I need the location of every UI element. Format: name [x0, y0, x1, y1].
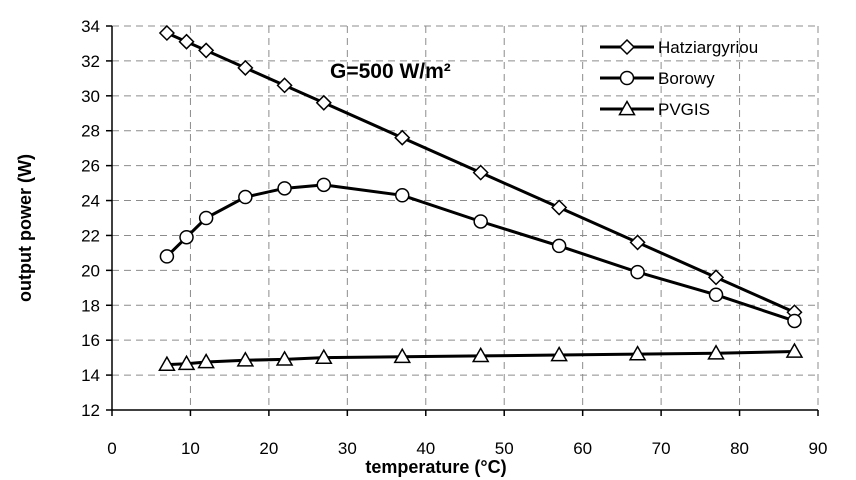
- data-point-pvgis: [550, 346, 568, 362]
- x-tick-labels: 0 10 20 30 40 50 60 70 80 90: [107, 439, 827, 458]
- data-point-pvgis: [785, 342, 804, 358]
- data-point-borowy: [179, 229, 194, 245]
- data-point-pvgis: [197, 352, 215, 369]
- legend-label: Borowy: [658, 69, 715, 88]
- data-point-pvgis: [707, 344, 725, 360]
- data-point-borowy: [394, 188, 410, 203]
- series-borowy: [159, 177, 802, 329]
- series-hatziargyriou: [158, 24, 803, 321]
- axes: [106, 25, 819, 416]
- legend: Hatziargyriou Borowy PVGIS: [600, 38, 758, 119]
- y-axis-title: output power (W): [15, 154, 35, 302]
- legend-marker: [618, 38, 636, 56]
- y-tick-label: 24: [81, 192, 100, 211]
- y-tick-labels: 12 14 16 18 20 22 24 26 28 30 32 34: [81, 17, 100, 420]
- legend-item-hatziargyriou: Hatziargyriou: [600, 38, 758, 57]
- series-line-borowy: [165, 183, 795, 323]
- y-tick-label: 32: [81, 52, 100, 71]
- y-tick-label: 12: [81, 401, 100, 420]
- x-axis-title: temperature (°C): [365, 457, 506, 477]
- data-point-hatziargyriou: [472, 164, 489, 181]
- x-tick-label: 10: [181, 439, 200, 458]
- y-tick-label: 20: [81, 261, 100, 280]
- x-tick-label: 0: [107, 439, 116, 458]
- data-point-pvgis: [315, 348, 333, 365]
- data-point-borowy: [277, 181, 292, 196]
- y-tick-label: 18: [81, 296, 100, 315]
- data-point-borowy: [159, 249, 175, 264]
- data-point-pvgis: [236, 351, 255, 367]
- x-tick-label: 90: [809, 439, 828, 458]
- legend-marker: [619, 70, 635, 86]
- x-tick-label: 30: [338, 439, 357, 458]
- y-tick-label: 28: [81, 122, 100, 141]
- data-point-borowy: [708, 287, 724, 303]
- data-point-pvgis: [471, 346, 490, 363]
- data-point-borowy: [630, 264, 645, 280]
- data-point-borowy: [198, 210, 214, 226]
- y-tick-label: 30: [81, 87, 100, 106]
- y-tick-label: 26: [81, 157, 100, 176]
- data-point-borowy: [473, 214, 488, 229]
- legend-item-pvgis: PVGIS: [600, 99, 710, 119]
- data-point-borowy: [787, 313, 802, 329]
- data-point-hatziargyriou: [158, 24, 175, 42]
- x-tick-label: 80: [730, 439, 749, 458]
- data-point-borowy: [316, 177, 332, 193]
- data-point-pvgis: [393, 347, 412, 364]
- y-tick-label: 16: [81, 331, 100, 350]
- x-tick-label: 70: [652, 439, 671, 458]
- data-point-hatziargyriou: [276, 77, 293, 94]
- data-point-borowy: [238, 189, 253, 205]
- x-tick-label: 20: [259, 439, 278, 458]
- x-tick-label: 40: [416, 439, 435, 458]
- legend-marker: [618, 99, 636, 116]
- y-tick-label: 22: [81, 226, 100, 245]
- data-point-hatziargyriou: [394, 129, 411, 146]
- data-point-hatziargyriou: [315, 94, 332, 111]
- data-point-hatziargyriou: [707, 269, 725, 286]
- data-point-borowy: [551, 238, 567, 254]
- legend-label: Hatziargyriou: [658, 38, 758, 57]
- x-tick-label: 50: [495, 439, 514, 458]
- legend-label: PVGIS: [658, 100, 710, 119]
- data-point-pvgis: [275, 350, 294, 366]
- data-point-pvgis: [628, 345, 647, 361]
- data-point-hatziargyriou: [178, 33, 195, 50]
- y-tick-label: 14: [81, 366, 100, 385]
- series-pvgis: [158, 342, 804, 371]
- chart-annotation: G=500 W/m²: [330, 60, 451, 83]
- series: [158, 24, 804, 371]
- y-tick-label: 34: [81, 17, 100, 36]
- x-tick-label: 60: [573, 439, 592, 458]
- data-point-pvgis: [177, 354, 196, 371]
- data-point-hatziargyriou: [237, 59, 254, 76]
- data-point-hatziargyriou: [629, 234, 646, 251]
- data-point-hatziargyriou: [198, 42, 215, 59]
- data-point-pvgis: [158, 355, 176, 371]
- data-point-hatziargyriou: [551, 199, 568, 216]
- legend-item-borowy: Borowy: [600, 69, 715, 88]
